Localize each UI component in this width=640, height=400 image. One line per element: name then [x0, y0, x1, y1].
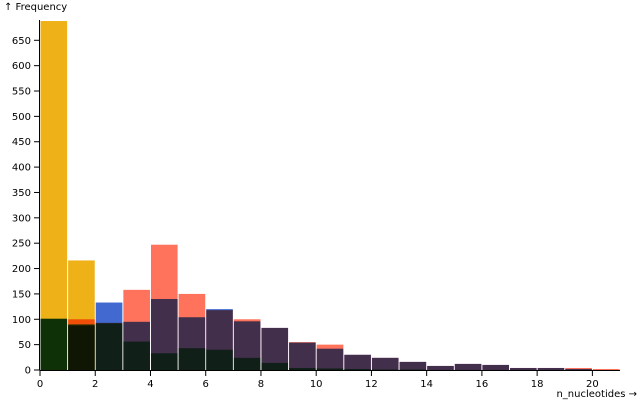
axes-layer [39, 20, 620, 371]
y-tick-label: 450 [12, 137, 31, 148]
histogram-bar-series-3-bin-3 [123, 341, 150, 370]
x-tick-label: 16 [476, 379, 489, 390]
histogram-bar-series-3-bin-6 [206, 349, 233, 370]
histogram-bar-series-1-bin-20 [592, 368, 620, 370]
histogram-bar-series-0-bin-0 [40, 21, 68, 370]
bars-layer [40, 21, 620, 370]
x-tick-label: 6 [203, 379, 209, 390]
y-ticks: 0 50 100 150 200 250 300 350 400 450 500 550 600 650 [12, 36, 40, 377]
y-tick-label: 250 [12, 239, 31, 250]
y-tick-label: 300 [12, 213, 31, 224]
x-tick-label: 4 [147, 379, 153, 390]
histogram-bar-series-2-bin-19 [565, 368, 592, 370]
histogram-bar-series-3-bin-4 [150, 353, 178, 370]
histogram-bar-series-2-bin-11 [344, 354, 371, 370]
histogram-bar-series-3-bin-10 [316, 368, 344, 370]
y-tick-label: 600 [12, 61, 31, 72]
histogram-bar-series-2-bin-9 [289, 342, 316, 370]
y-tick-label: 400 [12, 163, 31, 174]
y-tick-label: 100 [12, 315, 31, 326]
x-tick-label: 0 [37, 379, 43, 390]
x-tick-label: 12 [365, 379, 378, 390]
x-tick-label: 14 [420, 379, 433, 390]
x-tick-label: 10 [310, 379, 323, 390]
histogram-bar-series-3-bin-13 [399, 369, 427, 370]
x-tick-label: 20 [586, 379, 599, 390]
histogram-bar-series-2-bin-17 [510, 367, 537, 370]
histogram-bar-series-3-bin-5 [178, 348, 206, 370]
y-tick-label: 0 [25, 366, 31, 377]
y-tick-label: 50 [18, 340, 31, 351]
histogram-bar-series-2-bin-15 [454, 363, 482, 370]
histogram-bar-series-3-bin-0 [40, 318, 68, 370]
histogram-bar-series-3-bin-2 [95, 323, 123, 370]
histogram-bar-series-2-bin-16 [482, 364, 510, 370]
y-tick-label: 200 [12, 264, 31, 275]
histogram-bar-series-2-bin-14 [427, 365, 454, 370]
x-tick-label: 8 [258, 379, 264, 390]
y-tick-label: 500 [12, 112, 31, 123]
y-tick-label: 350 [12, 188, 31, 199]
histogram-bar-series-3-bin-9 [289, 367, 316, 370]
y-tick-label: 650 [12, 36, 31, 47]
x-ticks: 0 2 4 6 8 10 12 14 16 18 20 [37, 370, 599, 390]
histogram-bar-series-2-bin-18 [537, 367, 565, 370]
histogram-bar-series-3-bin-7 [233, 357, 261, 370]
histogram-bar-series-2-bin-12 [371, 357, 399, 370]
histogram-bar-series-2-bin-10 [316, 348, 344, 370]
histogram-bar-series-3-bin-12 [371, 369, 399, 370]
x-tick-label: 18 [531, 379, 544, 390]
histogram-bar-series-3-bin-11 [344, 368, 371, 370]
x-tick-label: 2 [92, 379, 98, 390]
histogram-bar-series-3-bin-8 [261, 362, 289, 370]
x-axis-label: n_nucleotides → [556, 389, 637, 400]
y-axis-label: ↑ Frequency [4, 2, 67, 13]
histogram-bar-series-3-bin-1 [68, 324, 95, 370]
y-tick-label: 150 [12, 289, 31, 300]
histogram-bar-series-2-bin-13 [399, 361, 427, 370]
y-tick-label: 550 [12, 87, 31, 98]
